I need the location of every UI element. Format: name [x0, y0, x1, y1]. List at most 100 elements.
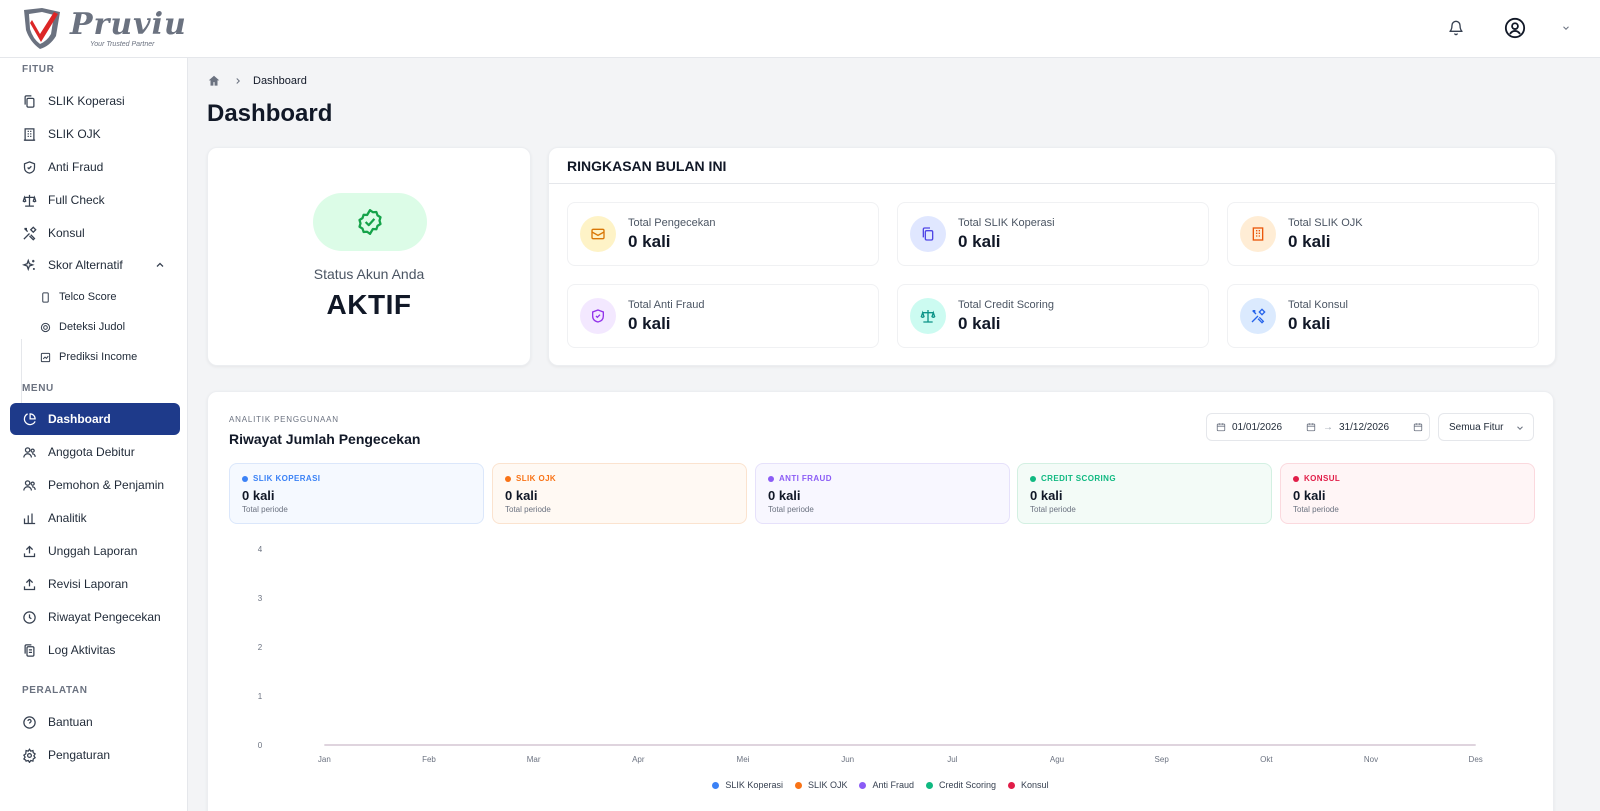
sidebar-subitem-label: Telco Score: [59, 291, 117, 303]
sidebar-item-konsul[interactable]: Konsul: [10, 217, 180, 249]
sidebar-item-label: Full Check: [48, 193, 105, 207]
sidebar-item-label: Pengaturan: [48, 748, 111, 762]
legend-label: Credit Scoring: [939, 780, 997, 790]
legend-label: SLIK Koperasi: [725, 780, 783, 790]
legend-item[interactable]: Anti Fraud: [859, 780, 914, 790]
stat-label: Total Anti Fraud: [628, 299, 705, 311]
sidebar-item-skor-alternatif[interactable]: Skor Alternatif: [10, 249, 180, 281]
date-range-picker[interactable]: 01/01/2026 → 31/12/2026: [1206, 413, 1430, 441]
stat-value: 0 kali: [1288, 314, 1331, 333]
sidebar-item-label: Anti Fraud: [48, 160, 104, 174]
stat-icon-wrap: [910, 216, 946, 252]
chevron-right-icon: [236, 78, 240, 84]
legend-item[interactable]: SLIK Koperasi: [712, 780, 783, 790]
brand-logo[interactable]: Pruviu Your Trusted Partner: [20, 6, 187, 50]
bell-icon: [1449, 20, 1463, 36]
legend-item[interactable]: Konsul: [1008, 780, 1049, 790]
chevron-down-icon: [1563, 26, 1569, 30]
legend-item[interactable]: SLIK OJK: [794, 780, 847, 790]
summary-title: RINGKASAN BULAN INI: [549, 148, 1555, 184]
top-bar: Pruviu Your Trusted Partner: [0, 0, 1600, 58]
sidebar-item-slik-ojk[interactable]: SLIK OJK: [10, 118, 180, 150]
mini-card-slik-ojk: SLIK OJK 0 kali Total periode: [492, 463, 747, 524]
sidebar-item-unggah-laporan[interactable]: Unggah Laporan: [10, 535, 180, 567]
stat-total-credit-scoring: Total Credit Scoring 0 kali: [897, 284, 1209, 348]
users-icon: [23, 479, 36, 491]
mini-card-label: ANTI FRAUD: [768, 474, 832, 483]
stat-total-anti-fraud: Total Anti Fraud 0 kali: [567, 284, 879, 348]
x-tick-label: Apr: [632, 755, 645, 764]
sidebar-item-dashboard[interactable]: Dashboard: [10, 403, 180, 435]
sidebar-item-slik-koperasi[interactable]: SLIK Koperasi: [10, 85, 180, 117]
shield-icon: [592, 309, 604, 323]
sidebar-item-log-aktivitas[interactable]: Log Aktivitas: [10, 634, 180, 666]
status-value: AKTIF: [326, 289, 412, 320]
calendar-icon: [1306, 423, 1316, 432]
sidebar-item-label: Anggota Debitur: [48, 445, 135, 459]
section-label-fitur: FITUR: [22, 64, 55, 75]
x-tick-label: Jan: [318, 755, 331, 764]
stat-total-slik-koperasi: Total SLIK Koperasi 0 kali: [897, 202, 1209, 266]
mini-card-value: 0 kali: [242, 488, 275, 503]
stat-label: Total SLIK Koperasi: [958, 217, 1055, 229]
sidebar-subitem-telco-score[interactable]: Telco Score: [40, 283, 116, 311]
x-tick-label: Nov: [1364, 755, 1378, 764]
sidebar-item-anti-fraud[interactable]: Anti Fraud: [10, 151, 180, 183]
sidebar-subitem-deteksi-judol[interactable]: Deteksi Judol: [40, 313, 125, 341]
submenu-guide-line: [21, 339, 22, 431]
x-tick-label: Des: [1469, 755, 1483, 764]
mini-card-credit-scoring: CREDIT SCORING 0 kali Total periode: [1017, 463, 1272, 524]
shield-icon: [23, 160, 36, 174]
date-range-separator: →: [1323, 422, 1333, 433]
sidebar-item-full-check[interactable]: Full Check: [10, 184, 180, 216]
stat-icon-wrap: [1240, 298, 1276, 334]
x-tick-label: Mei: [737, 755, 750, 764]
stat-value: 0 kali: [628, 232, 671, 251]
stat-label: Total Konsul: [1288, 299, 1348, 311]
feature-filter-select[interactable]: Semua Fitur: [1438, 413, 1534, 441]
date-from-input[interactable]: 01/01/2026: [1232, 422, 1283, 433]
legend-dot-icon: [926, 781, 934, 789]
mini-card-sub: Total periode: [768, 505, 814, 514]
logo-shield-icon: [24, 8, 60, 49]
upload-icon: [23, 545, 36, 557]
sidebar-item-riwayat-pengecekan[interactable]: Riwayat Pengecekan: [10, 601, 180, 633]
home-icon[interactable]: [207, 74, 221, 88]
sidebar-item-revisi-laporan[interactable]: Revisi Laporan: [10, 568, 180, 600]
mini-card-sub: Total periode: [1293, 505, 1339, 514]
mail-icon: [591, 228, 605, 240]
mini-card-label-text: KONSUL: [1304, 474, 1341, 483]
mini-card-sub: Total periode: [1030, 505, 1076, 514]
analytics-title: Riwayat Jumlah Pengecekan: [229, 431, 421, 447]
sidebar-subitem-prediksi-income[interactable]: Prediksi Income: [40, 343, 137, 371]
mini-card-value: 0 kali: [1293, 488, 1326, 503]
date-to-input[interactable]: 31/12/2026: [1339, 422, 1390, 433]
stat-total-pengecekan: Total Pengecekan 0 kali: [567, 202, 879, 266]
user-circle-icon: [1504, 17, 1526, 39]
sidebar-item-label: Riwayat Pengecekan: [48, 610, 161, 624]
sidebar-item-label: Konsul: [48, 226, 85, 240]
x-tick-label: Okt: [1260, 755, 1273, 764]
user-menu-toggle[interactable]: [1552, 14, 1580, 42]
sidebar-item-label: Revisi Laporan: [48, 577, 129, 591]
brand-tagline: Your Trusted Partner: [90, 40, 155, 48]
sidebar-item-anggota-debitur[interactable]: Anggota Debitur: [10, 436, 180, 468]
stat-value: 0 kali: [958, 314, 1001, 333]
stat-value: 0 kali: [958, 232, 1001, 251]
mini-card-label: SLIK KOPERASI: [242, 474, 320, 483]
sidebar-item-analitik[interactable]: Analitik: [10, 502, 180, 534]
sidebar-item-label: Analitik: [48, 511, 87, 525]
sidebar-item-bantuan[interactable]: Bantuan: [10, 706, 180, 738]
notification-bell-button[interactable]: [1442, 14, 1470, 42]
feature-filter-value: Semua Fitur: [1449, 421, 1504, 433]
x-tick-label: Jul: [947, 755, 957, 764]
clipboard-icon: [24, 643, 35, 657]
sidebar-item-pemohon-penjamin[interactable]: Pemohon & Penjamin: [10, 469, 180, 501]
legend-item[interactable]: Credit Scoring: [926, 780, 996, 790]
badge-check-icon: [358, 209, 382, 235]
legend-dot-icon: [712, 781, 720, 789]
legend-label: Konsul: [1021, 780, 1049, 790]
sidebar-item-pengaturan[interactable]: Pengaturan: [10, 739, 180, 771]
calendar-icon: [1413, 423, 1423, 432]
user-avatar-button[interactable]: [1501, 14, 1529, 42]
